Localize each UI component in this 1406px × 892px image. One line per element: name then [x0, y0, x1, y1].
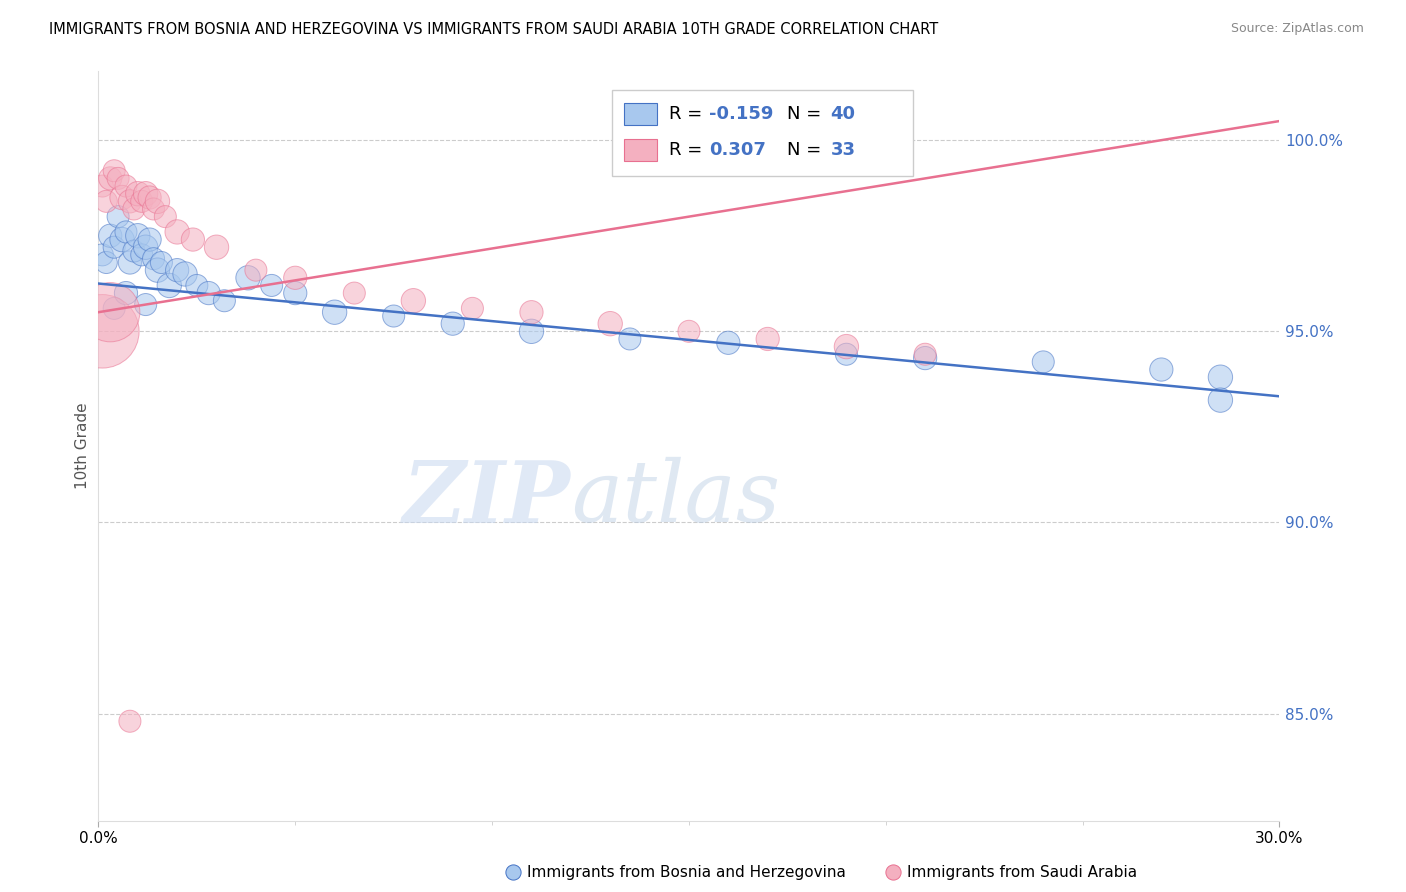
- Point: [520, 305, 543, 319]
- Point: [98, 228, 121, 243]
- Text: atlas: atlas: [571, 457, 780, 540]
- Point: [122, 244, 145, 258]
- Point: [91, 324, 114, 338]
- Point: [146, 263, 169, 277]
- Text: 40: 40: [831, 105, 856, 123]
- Point: [284, 270, 307, 285]
- Point: [835, 340, 858, 354]
- Point: [166, 263, 188, 277]
- Point: [756, 332, 779, 346]
- Text: R =: R =: [669, 141, 707, 159]
- Point: [107, 171, 129, 186]
- Point: [323, 305, 346, 319]
- Point: [118, 714, 141, 729]
- Point: [98, 305, 121, 319]
- Point: [131, 248, 153, 262]
- Point: [111, 190, 134, 204]
- Point: [142, 252, 165, 266]
- FancyBboxPatch shape: [624, 139, 657, 161]
- Text: N =: N =: [787, 141, 827, 159]
- Point: [1209, 370, 1232, 384]
- Point: [835, 347, 858, 361]
- Point: [174, 267, 197, 281]
- Text: 0.307: 0.307: [709, 141, 766, 159]
- Point: [382, 309, 405, 323]
- FancyBboxPatch shape: [612, 90, 914, 177]
- Text: Source: ZipAtlas.com: Source: ZipAtlas.com: [1230, 22, 1364, 36]
- Point: [186, 278, 208, 293]
- Point: [96, 194, 118, 209]
- Point: [599, 317, 621, 331]
- Point: [115, 286, 138, 301]
- Point: [155, 210, 177, 224]
- Y-axis label: 10th Grade: 10th Grade: [75, 402, 90, 490]
- Point: [96, 255, 118, 269]
- Point: [678, 324, 700, 338]
- Point: [402, 293, 425, 308]
- Point: [619, 332, 641, 346]
- Point: [115, 225, 138, 239]
- Point: [103, 163, 125, 178]
- Point: [111, 233, 134, 247]
- Point: [91, 248, 114, 262]
- Point: [118, 194, 141, 209]
- Point: [146, 194, 169, 209]
- Point: [520, 324, 543, 338]
- Point: [717, 335, 740, 350]
- Point: [138, 190, 160, 204]
- Point: [260, 278, 283, 293]
- Point: [441, 317, 464, 331]
- Point: [150, 255, 173, 269]
- Text: IMMIGRANTS FROM BOSNIA AND HERZEGOVINA VS IMMIGRANTS FROM SAUDI ARABIA 10TH GRAD: IMMIGRANTS FROM BOSNIA AND HERZEGOVINA V…: [49, 22, 938, 37]
- Text: -0.159: -0.159: [709, 105, 773, 123]
- Point: [214, 293, 236, 308]
- Point: [914, 347, 936, 361]
- Point: [131, 194, 153, 209]
- Point: [122, 202, 145, 216]
- Point: [914, 351, 936, 365]
- Point: [197, 286, 219, 301]
- Point: [98, 171, 121, 186]
- Point: [1032, 355, 1054, 369]
- Text: 33: 33: [831, 141, 856, 159]
- Point: [91, 179, 114, 194]
- Point: [245, 263, 267, 277]
- Point: [103, 240, 125, 254]
- FancyBboxPatch shape: [624, 103, 657, 125]
- Point: [205, 240, 228, 254]
- Point: [127, 186, 149, 201]
- Point: [1150, 362, 1173, 376]
- Text: Immigrants from Saudi Arabia: Immigrants from Saudi Arabia: [907, 865, 1137, 880]
- Point: [1209, 393, 1232, 408]
- Text: ZIP: ZIP: [404, 457, 571, 541]
- Point: [135, 240, 157, 254]
- Point: [138, 233, 160, 247]
- Point: [284, 286, 307, 301]
- Point: [135, 297, 157, 311]
- Point: [115, 179, 138, 194]
- Text: N =: N =: [787, 105, 827, 123]
- Point: [127, 228, 149, 243]
- Point: [142, 202, 165, 216]
- Text: R =: R =: [669, 105, 707, 123]
- Text: Immigrants from Bosnia and Herzegovina: Immigrants from Bosnia and Herzegovina: [527, 865, 846, 880]
- Point: [461, 301, 484, 316]
- Point: [343, 286, 366, 301]
- Point: [135, 186, 157, 201]
- Point: [107, 210, 129, 224]
- Point: [236, 270, 259, 285]
- Point: [103, 301, 125, 316]
- Point: [118, 255, 141, 269]
- Point: [166, 225, 188, 239]
- Point: [157, 278, 180, 293]
- Point: [181, 233, 204, 247]
